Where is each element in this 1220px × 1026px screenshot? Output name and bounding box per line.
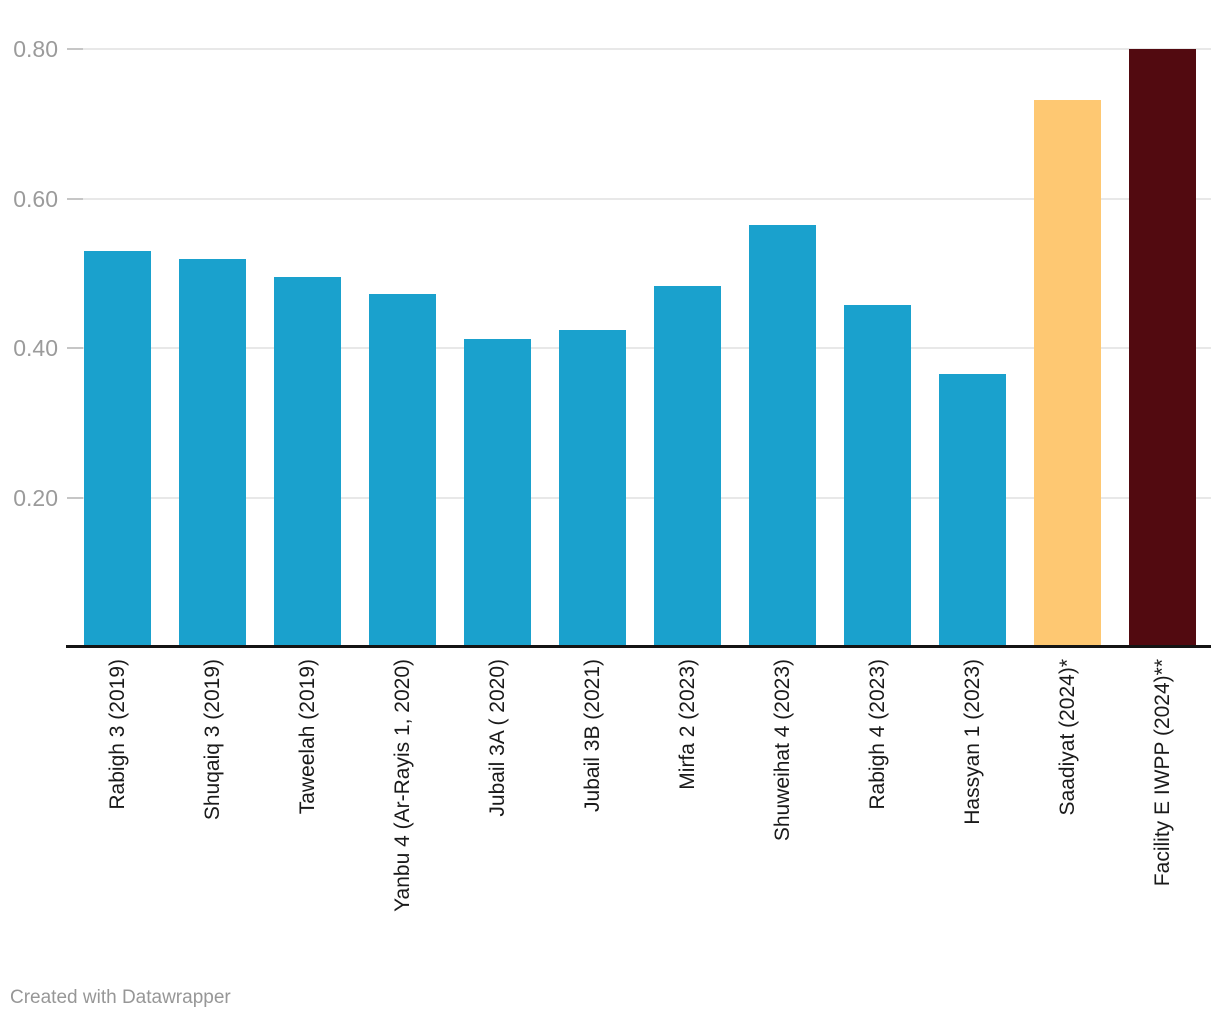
datawrapper-credit[interactable]: Created with Datawrapper [10, 987, 231, 1008]
bar-jubail-3b-2021[interactable] [559, 330, 626, 648]
x-axis-label-shuweihat-4-2023: Shuweihat 4 (2023) [770, 659, 794, 842]
y-tick-mark [67, 497, 83, 500]
x-axis-label-rabigh-4-2023: Rabigh 4 (2023) [865, 659, 889, 810]
y-gridline-0.40 [68, 347, 1211, 350]
bar-shuqaiq-3-2019[interactable] [179, 259, 246, 648]
x-axis-label-yanbu-4-ar-rayis-1-2020: Yanbu 4 (Ar-Rayis 1, 2020) [390, 659, 414, 912]
bar-taweelah-2019[interactable] [274, 277, 341, 648]
y-tick-label: 0.80 [13, 35, 58, 62]
x-axis-label-hassyan-1-2023: Hassyan 1 (2023) [960, 659, 984, 825]
y-gridline-0.80 [68, 47, 1211, 50]
bar-rabigh-4-2023[interactable] [844, 305, 911, 648]
x-axis-label-taweelah-2019: Taweelah (2019) [295, 659, 319, 815]
x-axis-label-jubail-3a-2020: Jubail 3A ( 2020) [485, 659, 509, 817]
y-tick-mark [67, 347, 83, 350]
y-tick-label: 0.40 [13, 335, 58, 362]
x-axis-line [66, 645, 1211, 648]
x-axis-label-mirfa-2-2023: Mirfa 2 (2023) [675, 659, 699, 790]
bar-facility-e-iwpp-2024[interactable] [1129, 49, 1196, 648]
x-axis-label-rabigh-3-2019: Rabigh 3 (2019) [105, 659, 129, 810]
y-gridline-0.20 [68, 497, 1211, 500]
bar-jubail-3a-2020[interactable] [464, 339, 531, 648]
bar-saadiyat-2024[interactable] [1034, 100, 1101, 648]
y-tick-label: 0.20 [13, 485, 58, 512]
bar-shuweihat-4-2023[interactable] [749, 225, 816, 648]
bar-yanbu-4-ar-rayis-1-2020[interactable] [369, 294, 436, 648]
bar-rabigh-3-2019[interactable] [84, 251, 151, 648]
bar-hassyan-1-2023[interactable] [939, 374, 1006, 648]
bar-mirfa-2-2023[interactable] [654, 286, 721, 648]
x-axis-label-facility-e-iwpp-2024: Facility E IWPP (2024)** [1150, 659, 1174, 887]
y-tick-mark [67, 197, 83, 200]
x-axis-label-saadiyat-2024: Saadiyat (2024)* [1055, 659, 1079, 816]
x-axis-label-shuqaiq-3-2019: Shuqaiq 3 (2019) [200, 659, 224, 821]
y-tick-label: 0.60 [13, 185, 58, 212]
y-tick-mark [67, 47, 83, 50]
y-gridline-0.60 [68, 197, 1211, 200]
x-axis-label-jubail-3b-2021: Jubail 3B (2021) [580, 659, 604, 812]
